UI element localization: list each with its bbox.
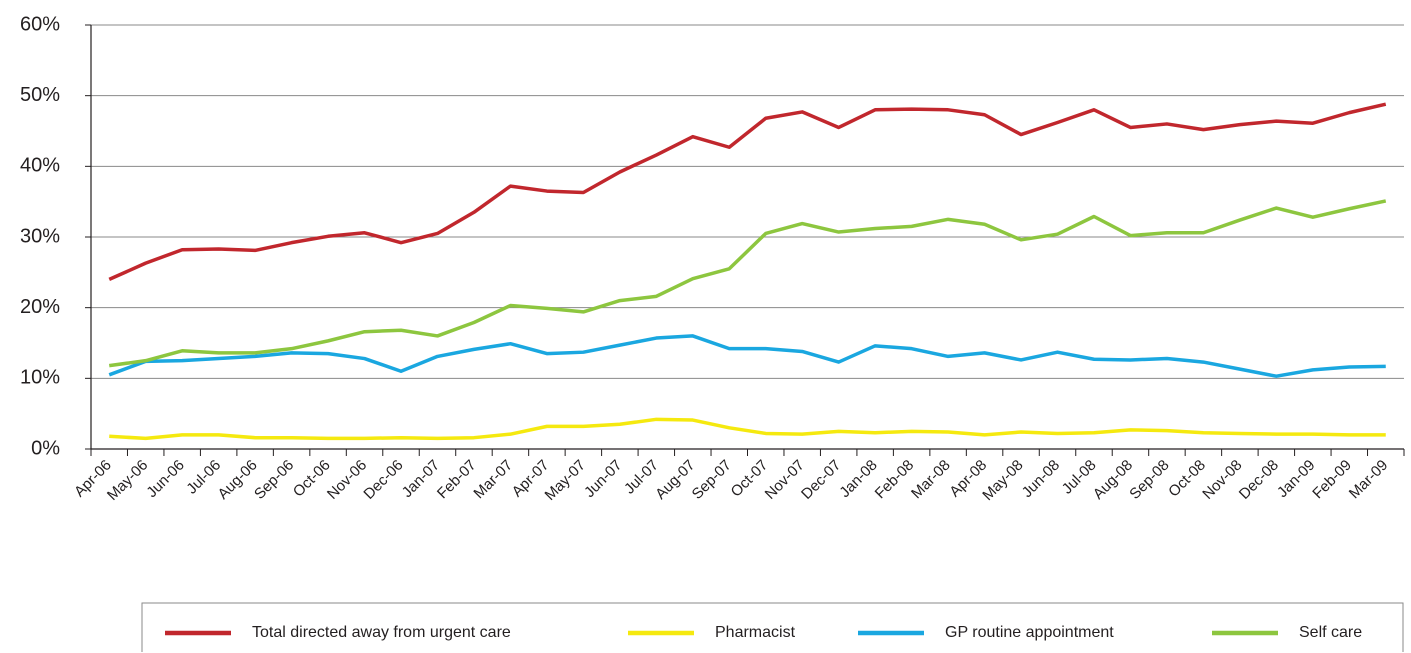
x-tick-label: Jun-06	[143, 457, 187, 501]
x-tick-label: Dec-06	[360, 457, 406, 503]
x-tick-label: Jun-08	[1019, 457, 1063, 501]
x-tick-label: Nov-08	[1199, 457, 1245, 503]
x-tick-label: Feb-08	[872, 457, 918, 503]
x-tick-label: Sep-07	[689, 457, 735, 503]
series-line	[108, 334, 1386, 378]
x-tick-label: Jun-07	[581, 457, 625, 501]
x-tick-label: Nov-07	[762, 457, 808, 503]
x-tick-label: Jan-08	[836, 457, 880, 501]
x-tick-label: Jan-09	[1274, 457, 1318, 501]
y-tick-label: 0%	[31, 437, 60, 459]
x-tick-label: Feb-07	[434, 457, 480, 503]
legend-label: Pharmacist	[715, 624, 796, 641]
legend-label: Total directed away from urgent care	[252, 624, 511, 641]
y-tick-label: 50%	[20, 84, 60, 106]
x-tick-label: Dec-07	[798, 457, 844, 503]
x-tick-label: May-08	[979, 457, 1026, 504]
x-tick-label: May-07	[542, 457, 589, 504]
y-tick-label: 40%	[20, 155, 60, 177]
series-line	[108, 102, 1387, 281]
x-tick-label: Jan-07	[399, 457, 443, 501]
x-tick-label: Dec-08	[1236, 457, 1282, 503]
x-tick-label: Nov-06	[324, 457, 370, 503]
y-tick-label: 10%	[20, 367, 60, 389]
legend-box	[141, 602, 1404, 652]
x-tick-label: Aug-07	[652, 457, 698, 503]
x-tick-label: Mar-09	[1346, 457, 1392, 503]
x-tick-label: Feb-09	[1309, 457, 1355, 503]
x-tick-label: Sep-06	[251, 457, 297, 503]
x-tick-label: Mar-07	[470, 457, 516, 503]
x-tick-label: May-06	[104, 457, 151, 504]
series-line	[109, 199, 1387, 368]
y-tick-label: 20%	[20, 296, 60, 318]
legend-label: Self care	[1299, 624, 1362, 641]
x-tick-label: Sep-08	[1126, 457, 1172, 503]
x-tick-label: Aug-06	[215, 457, 261, 503]
x-tick-label: Mar-08	[908, 457, 954, 503]
y-tick-label: 60%	[20, 13, 60, 35]
x-tick-label: Aug-08	[1090, 457, 1136, 503]
legend-label: GP routine appointment	[945, 624, 1114, 641]
series-line	[109, 417, 1386, 441]
y-tick-label: 30%	[20, 225, 60, 247]
